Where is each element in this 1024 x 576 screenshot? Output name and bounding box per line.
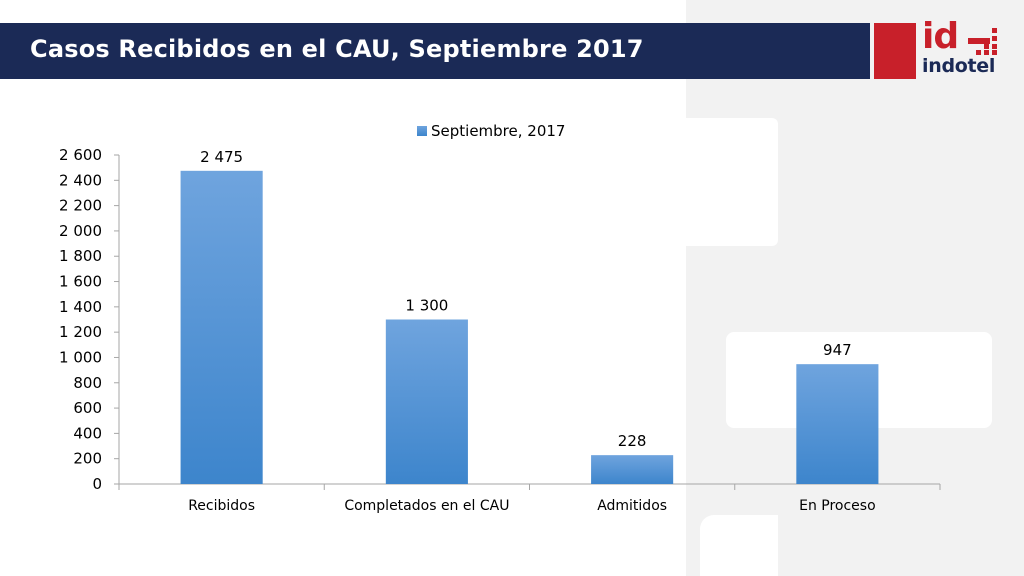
category-label: Completados en el CAU — [344, 498, 509, 514]
y-tick-label: 400 — [73, 424, 102, 442]
chart-legend: Septiembre, 2017 — [417, 122, 565, 140]
data-label: 947 — [823, 341, 852, 359]
y-tick-label: 800 — [73, 374, 102, 392]
indotel-logo: id indotel — [922, 16, 1006, 82]
y-tick-label: 1 200 — [59, 323, 102, 341]
background-card — [700, 515, 778, 576]
data-label: 228 — [618, 432, 647, 450]
legend-swatch — [417, 126, 427, 136]
y-tick-label: 1 800 — [59, 247, 102, 265]
y-tick-label: 1 000 — [59, 348, 102, 366]
slide-title: Casos Recibidos en el CAU, Septiembre 20… — [30, 35, 644, 63]
y-tick-label: 0 — [92, 475, 102, 493]
bar — [796, 364, 879, 484]
logo-wordmark: indotel — [922, 55, 996, 77]
y-tick-label: 2 600 — [59, 146, 102, 164]
y-tick-label: 2 200 — [59, 197, 102, 215]
data-label: 2 475 — [200, 148, 243, 166]
y-tick-label: 600 — [73, 399, 102, 417]
y-tick-label: 2 400 — [59, 171, 102, 189]
bar — [591, 455, 674, 484]
y-tick-label: 1 600 — [59, 273, 102, 291]
legend-label: Septiembre, 2017 — [431, 122, 565, 140]
logo-grid-icon — [968, 28, 1002, 56]
background-card — [640, 118, 778, 246]
y-tick-label: 1 400 — [59, 298, 102, 316]
bar — [180, 170, 263, 484]
title-bar: Casos Recibidos en el CAU, Septiembre 20… — [0, 23, 870, 79]
logo-mark: id — [922, 16, 959, 57]
category-label: En Proceso — [799, 498, 876, 514]
y-tick-label: 2 000 — [59, 222, 102, 240]
bar — [385, 319, 468, 484]
category-label: Recibidos — [188, 498, 255, 514]
data-label: 1 300 — [405, 297, 448, 315]
category-label: Admitidos — [597, 498, 667, 514]
chart-bars: 2 475 1 300 228 947 — [180, 148, 879, 484]
logo-red-block — [874, 23, 916, 79]
y-tick-label: 200 — [73, 450, 102, 468]
